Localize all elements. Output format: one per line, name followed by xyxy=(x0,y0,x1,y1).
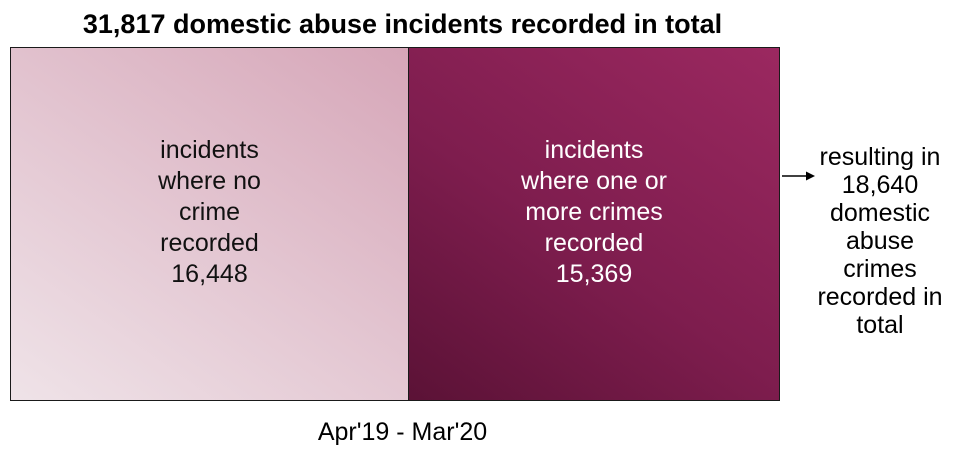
no-crime-incidents-label: incidents where no crime recorded 16,448 xyxy=(80,135,340,290)
side-line-1: resulting in xyxy=(819,143,941,171)
side-line-5: crimes xyxy=(843,255,917,283)
crime-line-4: recorded xyxy=(544,228,644,257)
period-label: Apr'19 - Mar'20 xyxy=(317,418,488,446)
no-crime-incidents-box: incidents where no crime recorded 16,448 xyxy=(11,48,409,400)
crime-incidents-label: incidents where one or more crimes recor… xyxy=(464,135,724,290)
side-line-6: recorded in xyxy=(817,283,943,311)
side-line-7: total xyxy=(856,311,904,339)
resulting-crimes-note: resulting in 18,640 domestic abuse crime… xyxy=(800,143,957,339)
crime-incidents-box: incidents where one or more crimes recor… xyxy=(409,48,779,400)
no-crime-line-2: where no xyxy=(158,166,261,195)
crime-line-3: more crimes xyxy=(525,197,663,226)
no-crime-line-3: crime xyxy=(178,197,241,226)
side-line-3: domestic xyxy=(829,199,931,227)
diagram-title: 31,817 domestic abuse incidents recorded… xyxy=(82,9,723,39)
no-crime-count: 16,448 xyxy=(171,259,248,288)
incident-breakdown-frame: incidents where no crime recorded 16,448… xyxy=(10,47,780,401)
crime-count: 15,369 xyxy=(555,259,633,288)
arrow-right-icon xyxy=(782,171,815,181)
no-crime-line-4: recorded xyxy=(160,228,259,257)
side-line-2: 18,640 xyxy=(841,171,919,199)
crime-line-1: incidents xyxy=(544,135,644,164)
side-line-4: abuse xyxy=(845,227,915,255)
crime-line-2: where one or xyxy=(521,166,667,195)
no-crime-line-1: incidents xyxy=(160,135,259,164)
